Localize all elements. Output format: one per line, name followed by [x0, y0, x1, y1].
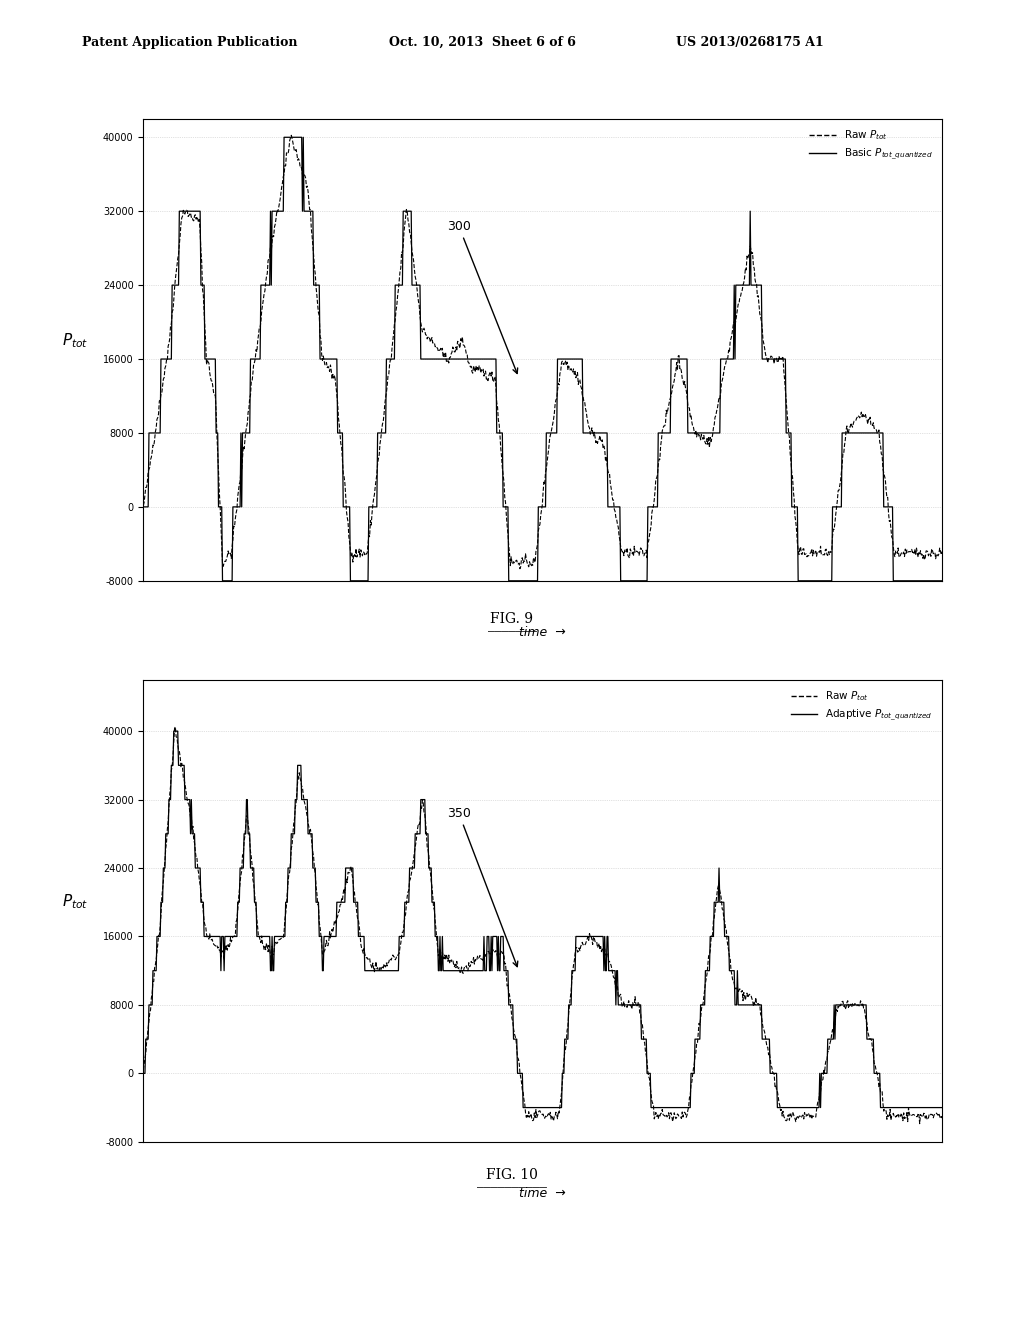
Text: FIG. 10: FIG. 10: [486, 1168, 538, 1181]
Text: time  →: time →: [519, 626, 566, 639]
Text: __________: __________: [477, 1173, 547, 1188]
Text: Patent Application Publication: Patent Application Publication: [82, 36, 297, 49]
Text: _______: _______: [487, 618, 537, 632]
Text: Oct. 10, 2013  Sheet 6 of 6: Oct. 10, 2013 Sheet 6 of 6: [389, 36, 575, 49]
Legend: Raw $P_{tot}$, Adaptive $P_{tot\_quantized}$: Raw $P_{tot}$, Adaptive $P_{tot\_quantiz…: [786, 685, 937, 727]
Text: 300: 300: [446, 219, 518, 374]
Legend: Raw $P_{tot}$, Basic $P_{tot\_quantized}$: Raw $P_{tot}$, Basic $P_{tot\_quantized}…: [805, 124, 937, 166]
Text: FIG. 9: FIG. 9: [490, 612, 534, 626]
Text: time  →: time →: [519, 1187, 566, 1200]
Text: 350: 350: [446, 807, 518, 966]
Y-axis label: $P_{tot}$: $P_{tot}$: [61, 331, 88, 350]
Y-axis label: $P_{tot}$: $P_{tot}$: [61, 892, 88, 911]
Text: US 2013/0268175 A1: US 2013/0268175 A1: [676, 36, 823, 49]
